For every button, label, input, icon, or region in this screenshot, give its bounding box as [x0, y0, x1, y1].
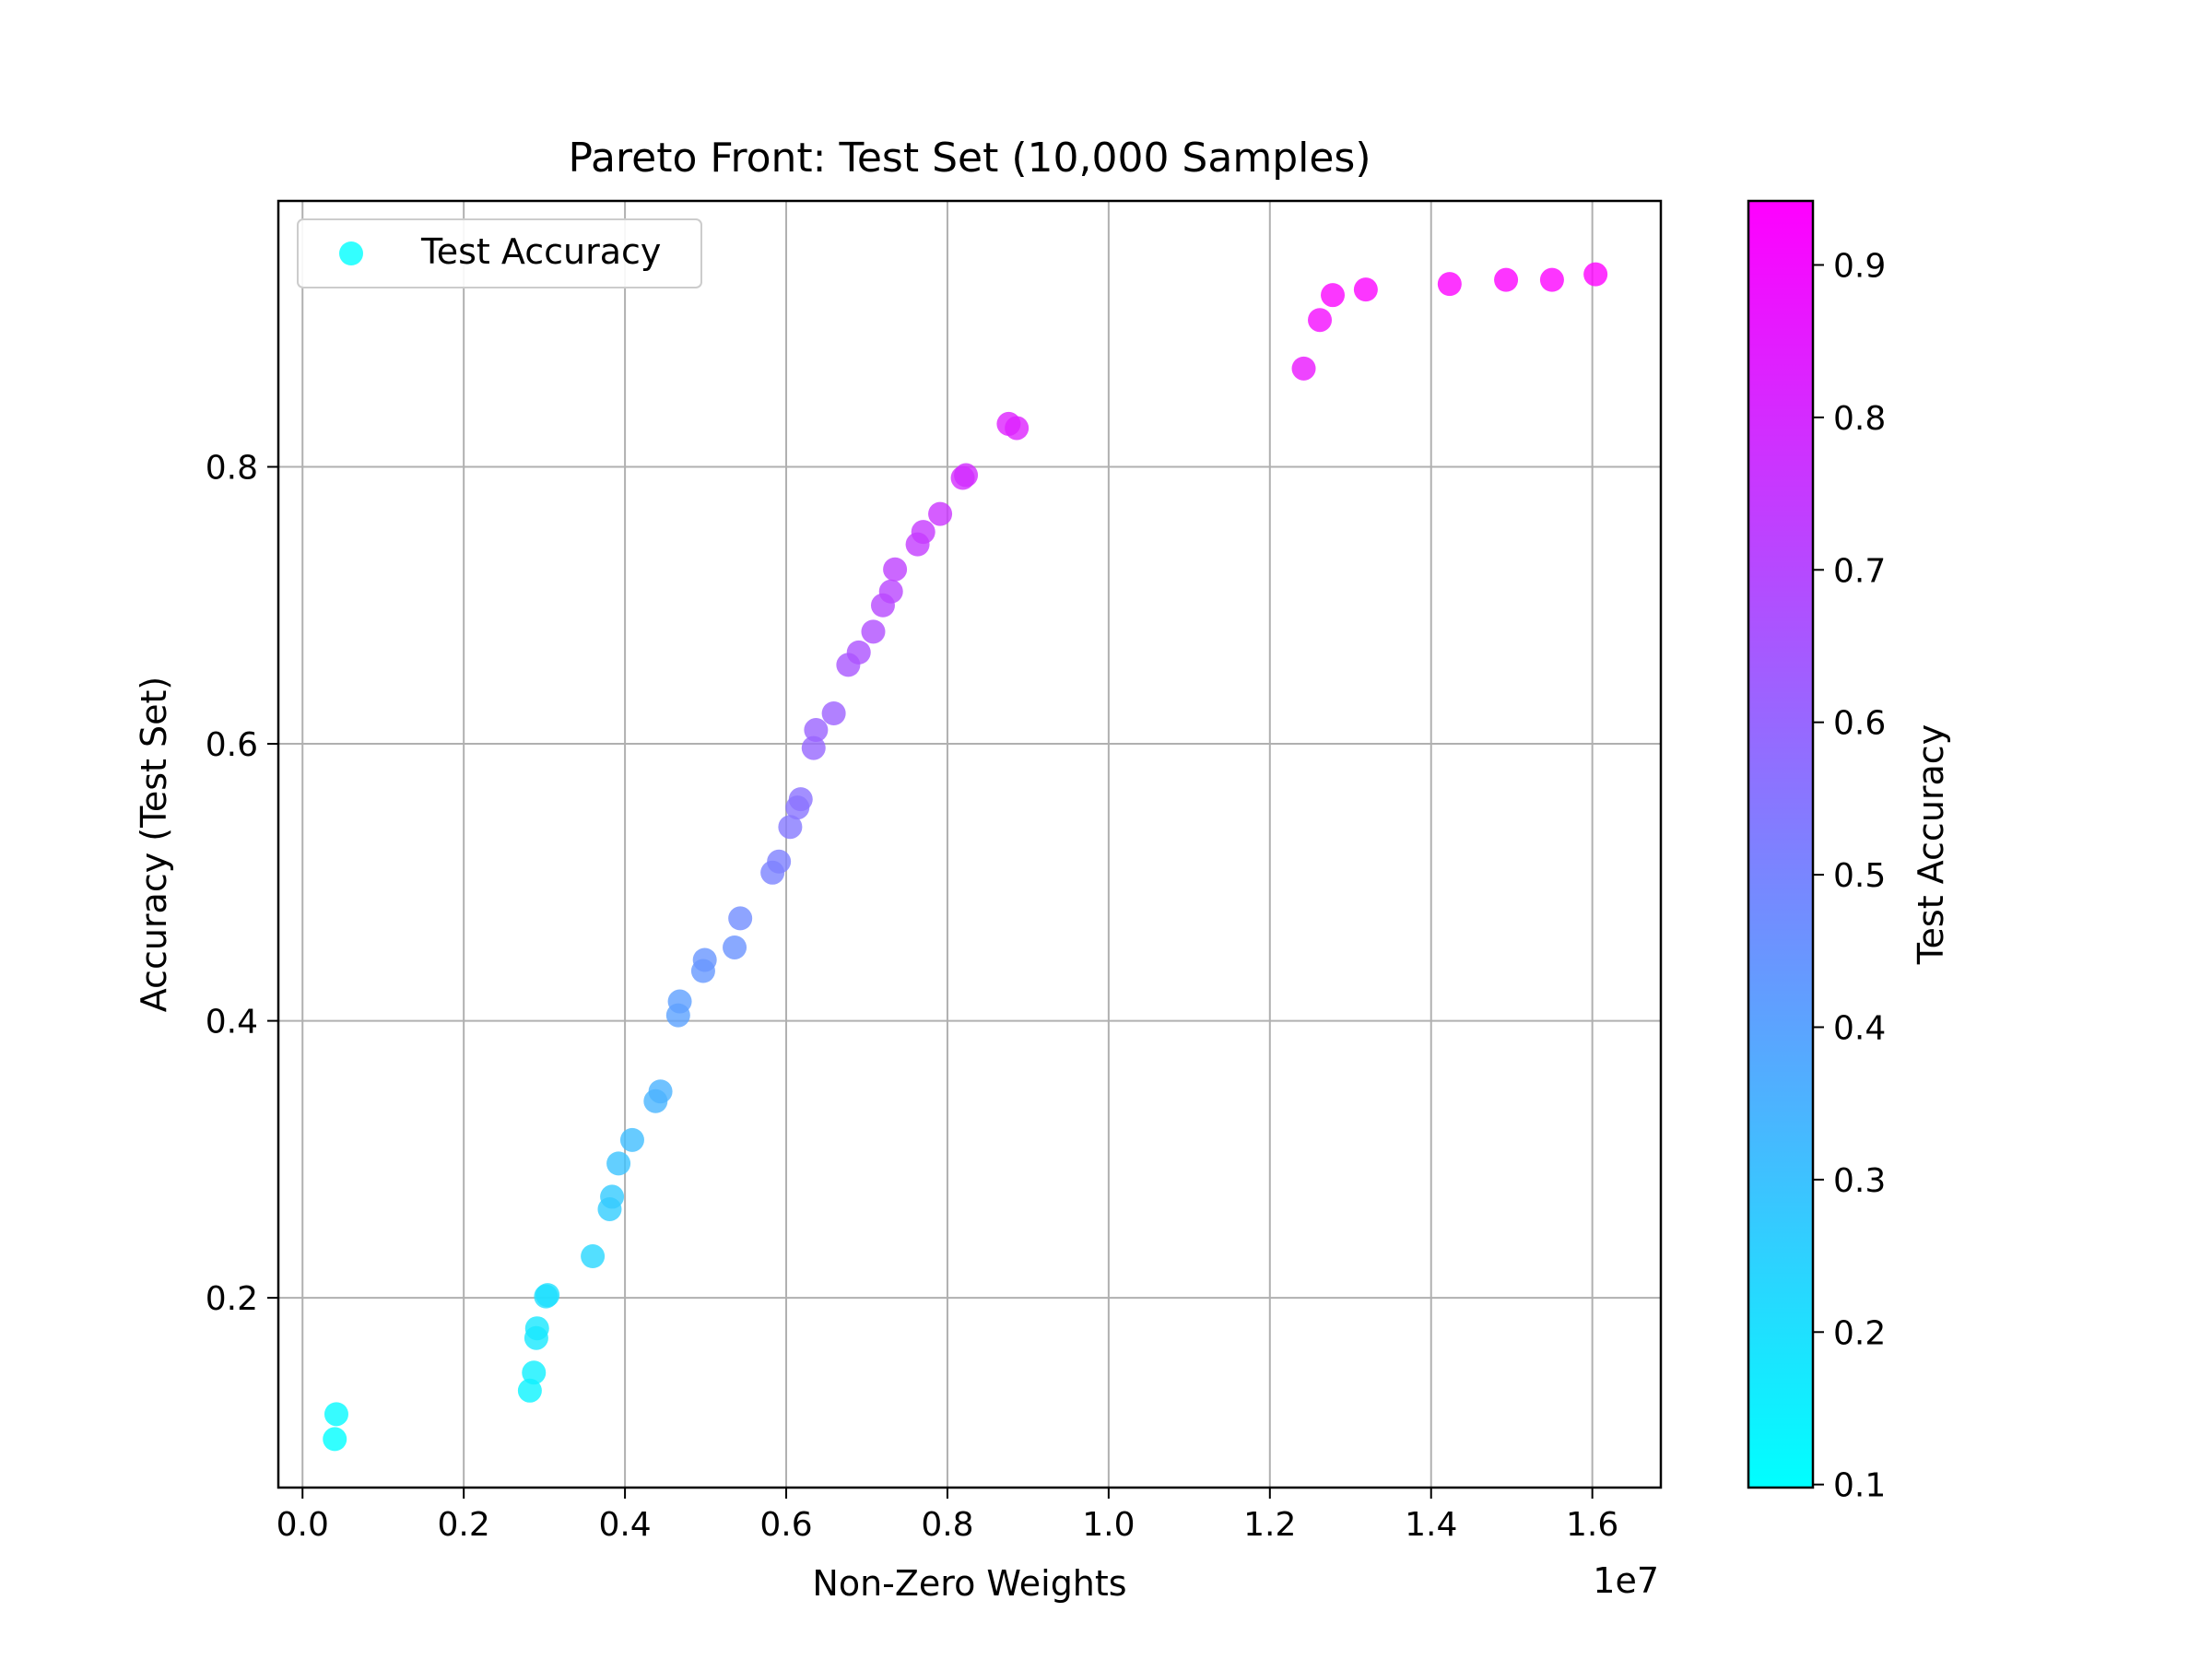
scatter-point [1353, 277, 1378, 302]
y-tick-label: 0.6 [206, 726, 258, 764]
scatter-point [728, 906, 753, 931]
scatter-point [1321, 283, 1346, 308]
colorbar-tick-label: 0.2 [1833, 1314, 1886, 1352]
colorbar-tick-label: 0.1 [1833, 1467, 1886, 1505]
scatter-point [1308, 308, 1333, 333]
x-tick-label: 1.2 [1243, 1506, 1296, 1544]
scatter-point [1437, 272, 1462, 297]
x-tick-label: 1.6 [1566, 1506, 1618, 1544]
scatter-point [619, 1127, 644, 1152]
legend-marker [339, 241, 363, 265]
colorbar-tick-label: 0.5 [1833, 857, 1886, 895]
scatter-point [600, 1184, 625, 1209]
scatter-point [692, 947, 717, 972]
scatter-point [535, 1283, 560, 1308]
x-axis-label: Non-Zero Weights [812, 1563, 1126, 1604]
scatter-point [324, 1402, 348, 1427]
x-tick-label: 0.6 [759, 1506, 812, 1544]
colorbar: 0.1 0.2 0.3 0.4 0.5 0.6 0.7 0.8 0.9 Test Accurac… [1747, 199, 1951, 1505]
scatter-point [767, 849, 792, 874]
scatter-point [606, 1151, 631, 1176]
legend: Test Accuracy [297, 218, 702, 288]
plot-frame [276, 199, 1663, 1489]
colorbar-tick-label: 0.9 [1833, 247, 1886, 285]
scatter-point [648, 1079, 673, 1104]
scatter-point [1291, 356, 1316, 381]
x-tick-label: 0.4 [598, 1506, 651, 1544]
x-tick-label: 1.4 [1405, 1506, 1457, 1544]
colorbar-tick-label: 0.7 [1833, 552, 1886, 590]
x-axis-ticks: 0.0 0.2 0.4 0.6 0.8 1.0 1.2 1.4 1.6 [276, 1488, 1618, 1544]
y-tick-label: 0.2 [206, 1280, 258, 1318]
colorbar-label: Test Accuracy [1911, 724, 1951, 965]
scatter-point [524, 1316, 549, 1341]
scatter-point [1539, 267, 1564, 292]
x-tick-label: 0.2 [438, 1506, 490, 1544]
legend-label: Test Accuracy [420, 231, 661, 272]
scatter-point [667, 989, 692, 1014]
scatter-point [801, 735, 826, 760]
scatter-point [883, 557, 908, 582]
scatter-point [522, 1360, 547, 1385]
colorbar-tick-label: 0.3 [1833, 1162, 1886, 1200]
scatter-point [928, 501, 953, 526]
scatter-point [323, 1427, 347, 1452]
scatter-point [788, 787, 813, 812]
y-tick-label: 0.4 [206, 1004, 258, 1041]
y-tick-label: 0.8 [206, 450, 258, 488]
chart-title: Pareto Front: Test Set (10,000 Samples) [568, 135, 1371, 182]
x-tick-label: 0.0 [276, 1506, 329, 1544]
x-offset-label: 1e7 [1593, 1560, 1659, 1601]
x-tick-label: 0.8 [921, 1506, 973, 1544]
scatter-point [778, 815, 803, 840]
scatter-point [804, 718, 829, 743]
scatter-point [517, 1378, 542, 1403]
colorbar-ticks: 0.1 0.2 0.3 0.4 0.5 0.6 0.7 0.8 0.9 [1813, 247, 1886, 1505]
scatter-point [1494, 267, 1519, 292]
y-axis-ticks: 0.2 0.4 0.6 0.8 [206, 450, 278, 1318]
y-axis-label: Accuracy (Test Set) [134, 677, 174, 1013]
scatter-point [954, 463, 979, 488]
scatter-point [821, 700, 846, 725]
x-tick-label: 1.0 [1082, 1506, 1135, 1544]
scatter-point [911, 520, 935, 545]
scatter-point [846, 640, 871, 665]
scatter-points [323, 262, 1608, 1452]
scatter-point [1005, 416, 1030, 441]
scatter-point [861, 619, 886, 644]
scatter-point [581, 1244, 606, 1269]
legend-box [297, 218, 702, 288]
colorbar-tick-label: 0.6 [1833, 705, 1886, 743]
scatter-point [1583, 262, 1608, 287]
grid-lines [278, 201, 1661, 1488]
scatter-point [878, 579, 903, 604]
colorbar-tick-label: 0.4 [1833, 1009, 1886, 1047]
colorbar-tick-label: 0.8 [1833, 400, 1886, 438]
scatter-point [723, 935, 747, 959]
colorbar-gradient [1747, 199, 1815, 1489]
